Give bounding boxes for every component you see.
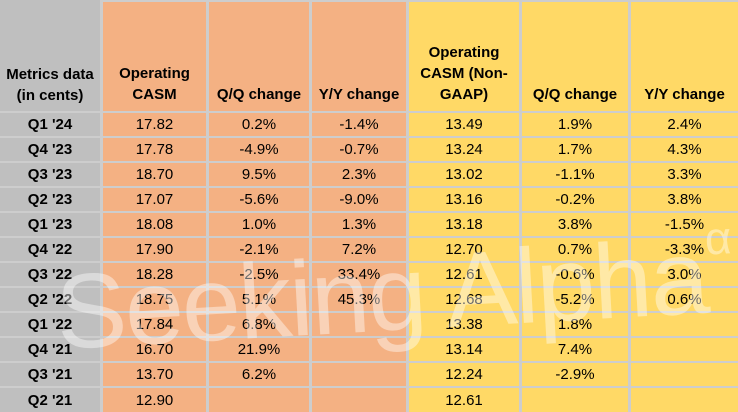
- row-label: Q1 '22: [0, 313, 100, 336]
- data-cell: -4.9%: [209, 138, 309, 161]
- data-cell: 12.24: [409, 363, 519, 386]
- data-cell: 4.3%: [631, 138, 738, 161]
- data-cell: -3.3%: [631, 238, 738, 261]
- data-cell: -2.9%: [522, 363, 628, 386]
- header-qq-change-gaap: Q/Q change: [209, 0, 309, 111]
- data-cell: 17.07: [103, 188, 206, 211]
- data-cell: 17.90: [103, 238, 206, 261]
- data-cell: -5.2%: [522, 288, 628, 311]
- data-cell: 1.0%: [209, 213, 309, 236]
- data-cell: 17.84: [103, 313, 206, 336]
- data-cell: 0.2%: [209, 113, 309, 136]
- data-cell: 9.5%: [209, 163, 309, 186]
- data-cell: 17.82: [103, 113, 206, 136]
- data-cell: 1.9%: [522, 113, 628, 136]
- data-cell: 7.2%: [312, 238, 406, 261]
- data-cell: 0.6%: [631, 288, 738, 311]
- data-cell: 18.75: [103, 288, 206, 311]
- data-cell: -2.1%: [209, 238, 309, 261]
- data-cell: 13.18: [409, 213, 519, 236]
- data-cell: 6.2%: [209, 363, 309, 386]
- data-cell: 21.9%: [209, 338, 309, 361]
- data-cell: 13.49: [409, 113, 519, 136]
- data-cell: -0.7%: [312, 138, 406, 161]
- data-cell: -1.1%: [522, 163, 628, 186]
- data-cell: 1.7%: [522, 138, 628, 161]
- row-label: Q1 '24: [0, 113, 100, 136]
- data-cell: 3.0%: [631, 263, 738, 286]
- data-cell: 1.8%: [522, 313, 628, 336]
- data-cell: 12.90: [103, 388, 206, 412]
- corner-header: Metrics data (in cents): [0, 0, 100, 111]
- data-cell: 45.3%: [312, 288, 406, 311]
- data-cell: 12.70: [409, 238, 519, 261]
- data-cell: 1.3%: [312, 213, 406, 236]
- data-cell: [631, 388, 738, 412]
- header-qq-change-non-gaap: Q/Q change: [522, 0, 628, 111]
- data-cell: [631, 313, 738, 336]
- data-cell: 2.3%: [312, 163, 406, 186]
- data-cell: 0.7%: [522, 238, 628, 261]
- data-cell: -5.6%: [209, 188, 309, 211]
- data-cell: -9.0%: [312, 188, 406, 211]
- data-cell: [631, 363, 738, 386]
- data-cell: 13.24: [409, 138, 519, 161]
- data-cell: 13.38: [409, 313, 519, 336]
- data-cell: 18.08: [103, 213, 206, 236]
- data-cell: 7.4%: [522, 338, 628, 361]
- data-cell: -2.5%: [209, 263, 309, 286]
- data-cell: [312, 363, 406, 386]
- row-label: Q3 '23: [0, 163, 100, 186]
- data-cell: [312, 388, 406, 412]
- data-cell: [522, 388, 628, 412]
- data-cell: 3.3%: [631, 163, 738, 186]
- row-label: Q2 '21: [0, 388, 100, 412]
- data-cell: 3.8%: [631, 188, 738, 211]
- data-cell: 6.8%: [209, 313, 309, 336]
- row-label: Q4 '23: [0, 138, 100, 161]
- data-cell: -1.4%: [312, 113, 406, 136]
- data-cell: 13.02: [409, 163, 519, 186]
- data-cell: 2.4%: [631, 113, 738, 136]
- data-cell: 13.16: [409, 188, 519, 211]
- data-cell: 16.70: [103, 338, 206, 361]
- data-cell: 18.70: [103, 163, 206, 186]
- row-label: Q2 '23: [0, 188, 100, 211]
- data-cell: 5.1%: [209, 288, 309, 311]
- header-operating-casm: Operating CASM: [103, 0, 206, 111]
- corner-header-line2: (in cents): [16, 87, 84, 104]
- header-operating-casm-non-gaap: Operating CASM (Non-GAAP): [409, 0, 519, 111]
- corner-header-line1: Metrics data: [6, 66, 94, 83]
- data-cell: -0.2%: [522, 188, 628, 211]
- data-cell: [312, 338, 406, 361]
- row-label: Q4 '22: [0, 238, 100, 261]
- row-label: Q3 '22: [0, 263, 100, 286]
- data-cell: [631, 338, 738, 361]
- data-cell: -1.5%: [631, 213, 738, 236]
- data-cell: 12.68: [409, 288, 519, 311]
- row-label: Q4 '21: [0, 338, 100, 361]
- data-cell: 12.61: [409, 388, 519, 412]
- header-yy-change-non-gaap: Y/Y change: [631, 0, 738, 111]
- data-cell: 33.4%: [312, 263, 406, 286]
- data-cell: 12.61: [409, 263, 519, 286]
- data-cell: [209, 388, 309, 412]
- data-cell: [312, 313, 406, 336]
- row-label: Q2 '22: [0, 288, 100, 311]
- data-cell: 3.8%: [522, 213, 628, 236]
- data-cell: 18.28: [103, 263, 206, 286]
- data-cell: -0.6%: [522, 263, 628, 286]
- header-yy-change-gaap: Y/Y change: [312, 0, 406, 111]
- data-cell: 13.70: [103, 363, 206, 386]
- data-cell: 17.78: [103, 138, 206, 161]
- row-label: Q1 '23: [0, 213, 100, 236]
- row-label: Q3 '21: [0, 363, 100, 386]
- data-cell: 13.14: [409, 338, 519, 361]
